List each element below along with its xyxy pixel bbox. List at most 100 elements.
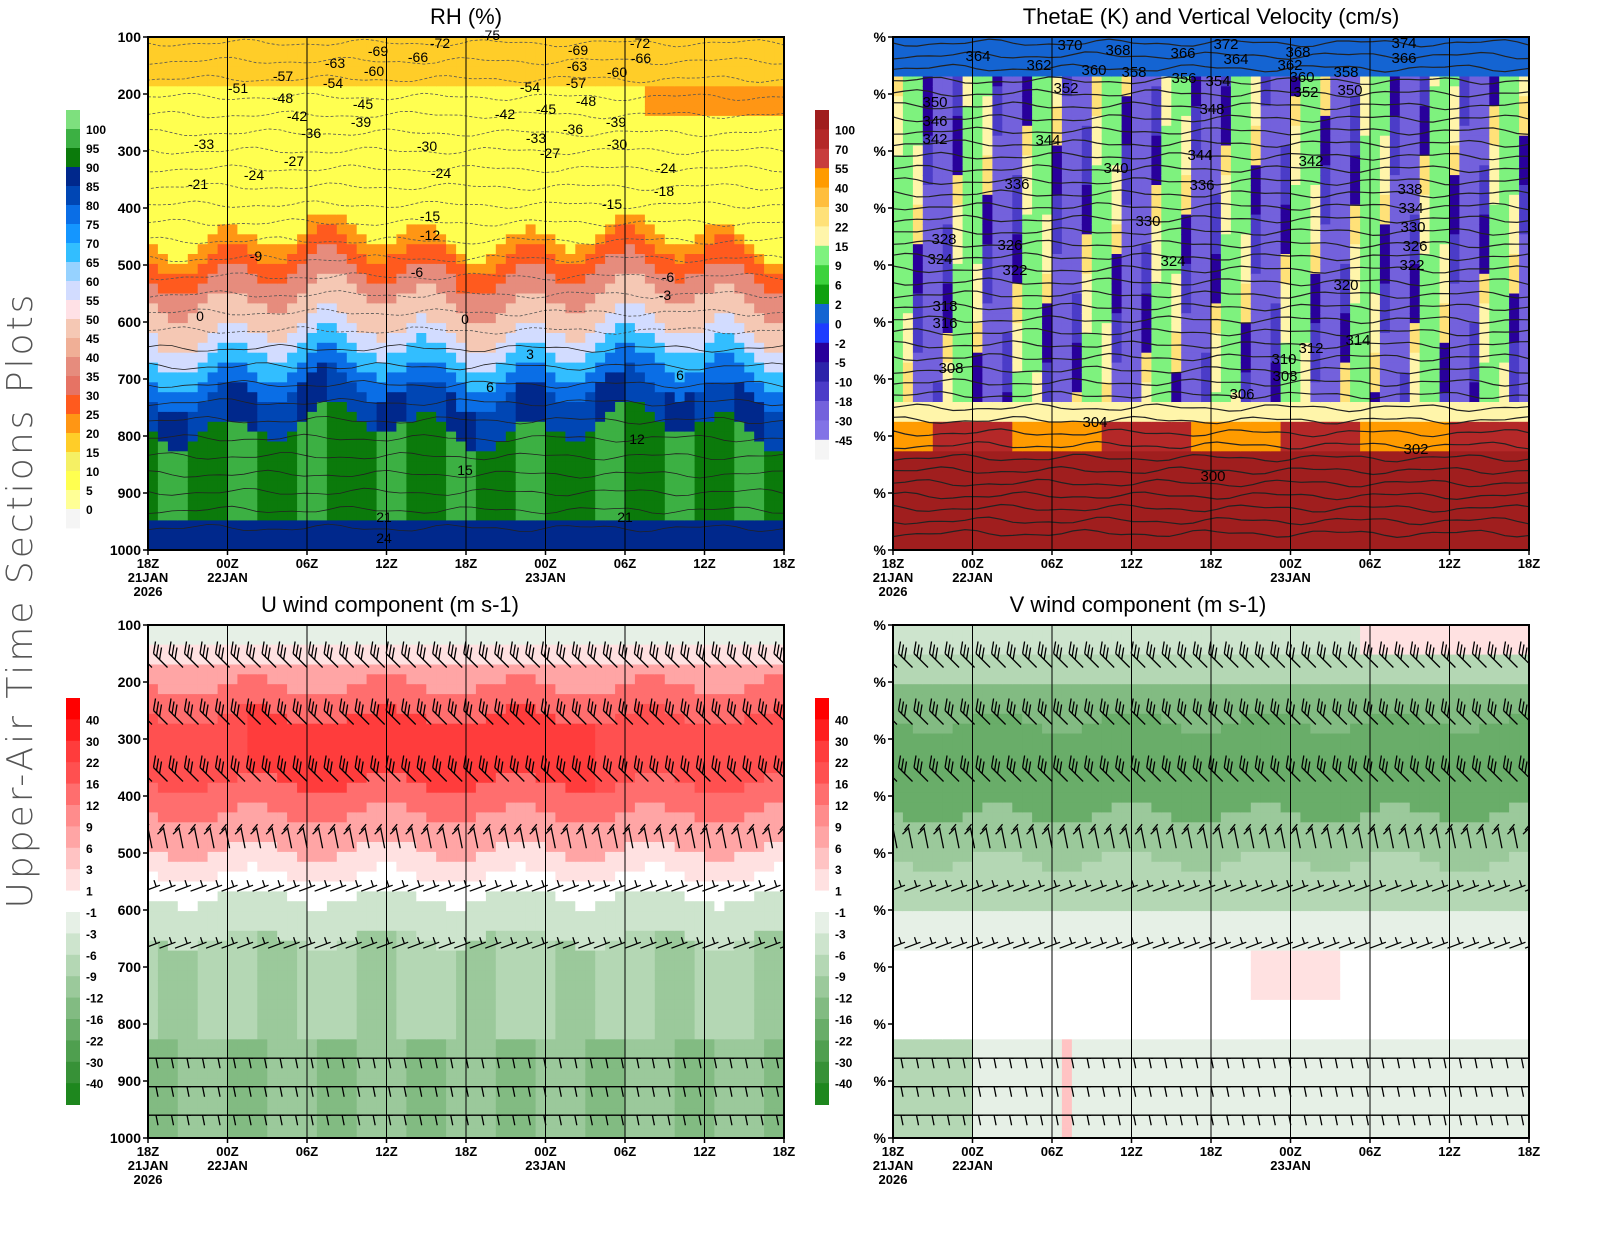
field-cell xyxy=(1002,510,1013,521)
field-cell xyxy=(1121,46,1133,58)
field-cell xyxy=(495,106,507,117)
field-cell xyxy=(555,56,566,68)
colorbar-swatch xyxy=(66,262,80,282)
field-cell xyxy=(724,155,735,166)
field-cell xyxy=(1081,273,1093,285)
field-cell xyxy=(545,254,556,265)
field-cell xyxy=(744,382,755,393)
field-cell xyxy=(595,352,606,364)
field-cell xyxy=(356,135,368,147)
field-cell xyxy=(217,194,229,206)
field-cell xyxy=(167,214,179,226)
field-cell xyxy=(157,66,169,78)
field-cell xyxy=(316,263,328,275)
field-cell xyxy=(932,372,944,383)
field-cell xyxy=(197,451,209,462)
field-cell xyxy=(237,303,248,314)
field-cell xyxy=(664,135,676,147)
field-cell xyxy=(585,451,596,462)
field-cell xyxy=(187,500,199,512)
field-cell xyxy=(565,500,576,512)
field-cell xyxy=(267,342,278,354)
field-cell xyxy=(167,451,179,462)
field-cell xyxy=(774,362,784,374)
field-cell xyxy=(277,333,288,344)
field-cell xyxy=(585,175,596,186)
field-cell xyxy=(674,66,686,78)
field-cell xyxy=(774,106,784,117)
field-cell xyxy=(217,372,229,383)
field-cell xyxy=(197,342,209,354)
field-cell xyxy=(436,145,447,156)
field-cell xyxy=(605,283,616,295)
field-cell xyxy=(744,471,755,482)
field-cell xyxy=(1131,194,1142,206)
field-cell xyxy=(1091,402,1103,413)
field-cell xyxy=(684,145,696,156)
field-cell xyxy=(326,263,338,275)
field-cell xyxy=(634,323,646,334)
field-cell xyxy=(1071,96,1083,107)
field-cell xyxy=(376,244,388,255)
field-cell xyxy=(1111,135,1123,147)
field-cell xyxy=(932,76,944,87)
field-cell xyxy=(207,125,219,137)
field-cell xyxy=(406,392,417,403)
field-cell xyxy=(1002,194,1013,206)
field-cell xyxy=(316,175,328,186)
field-cell xyxy=(197,471,209,482)
field-cell xyxy=(1091,352,1103,364)
field-cell xyxy=(605,155,616,166)
field-cell xyxy=(148,66,159,78)
field-cell xyxy=(466,530,477,541)
field-cell xyxy=(1111,194,1123,206)
field-cell xyxy=(625,106,636,117)
field-cell xyxy=(257,411,268,423)
field-cell xyxy=(615,293,626,304)
field-cell xyxy=(366,46,378,58)
field-cell xyxy=(754,224,765,235)
field-cell xyxy=(932,461,944,472)
field-cell xyxy=(634,293,646,304)
field-cell xyxy=(267,273,278,285)
field-cell xyxy=(475,155,487,166)
field-cell xyxy=(267,392,278,403)
field-cell xyxy=(267,135,278,147)
field-cell xyxy=(1052,244,1063,255)
field-cell xyxy=(475,194,487,206)
field-cell xyxy=(734,86,745,97)
field-cell xyxy=(217,411,229,423)
contour-label: -72 xyxy=(430,35,450,51)
field-cell xyxy=(267,66,278,78)
field-cell xyxy=(297,165,308,176)
field-cell xyxy=(902,37,914,48)
field-cell xyxy=(227,471,238,482)
field-cell xyxy=(336,234,348,245)
field-cell xyxy=(217,244,229,255)
field-cell xyxy=(177,510,189,521)
y-tick-label: 800 xyxy=(118,428,142,444)
field-cell xyxy=(654,135,666,147)
field-cell xyxy=(704,520,715,531)
field-cell xyxy=(545,135,556,147)
field-cell xyxy=(1081,372,1093,383)
field-cell xyxy=(456,76,467,87)
field-cell xyxy=(615,185,626,196)
field-cell xyxy=(714,392,725,403)
field-cell xyxy=(515,273,527,285)
field-cell xyxy=(942,441,954,452)
field-cell xyxy=(714,372,725,383)
field-cell xyxy=(366,451,378,462)
field-cell xyxy=(575,421,586,433)
field-cell xyxy=(1091,530,1103,541)
field-cell xyxy=(545,480,556,492)
field-cell xyxy=(1121,530,1133,541)
field-cell xyxy=(575,165,586,176)
field-cell xyxy=(1061,520,1073,531)
field-cell xyxy=(625,402,636,413)
field-cell xyxy=(922,540,934,550)
field-cell xyxy=(1022,510,1033,521)
field-cell xyxy=(595,382,606,393)
field-cell xyxy=(922,323,934,334)
field-cell xyxy=(724,244,735,255)
